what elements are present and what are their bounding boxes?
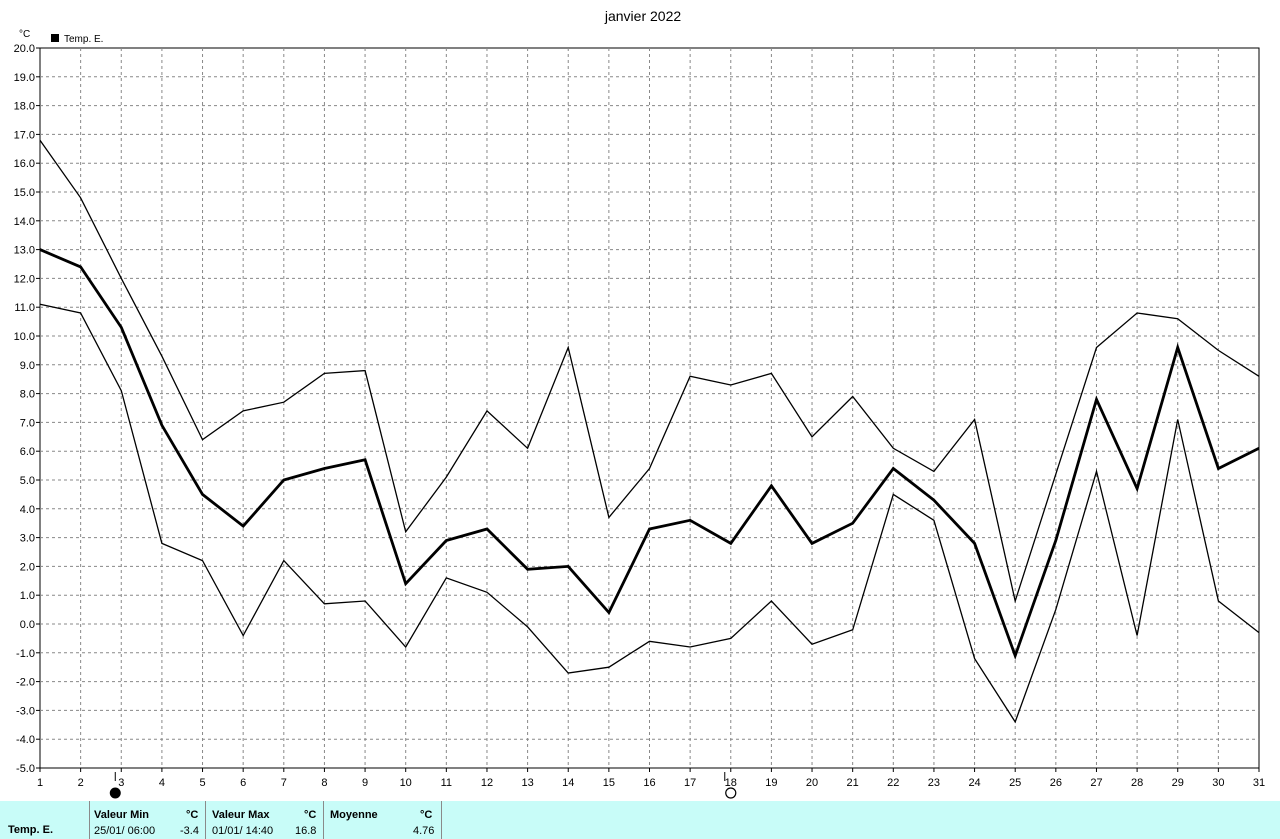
x-tick-label: 4 bbox=[159, 777, 165, 789]
y-tick-label: 4.0 bbox=[20, 504, 35, 516]
x-tick-label: 14 bbox=[562, 777, 574, 789]
y-tick-label: 6.0 bbox=[20, 446, 35, 458]
series-line bbox=[39, 139, 1260, 604]
legend-label: Temp. E. bbox=[64, 34, 103, 45]
min-unit: °C bbox=[186, 809, 199, 821]
x-tick-label: 7 bbox=[281, 777, 287, 789]
x-tick-label: 8 bbox=[321, 777, 327, 789]
x-tick-label: 18 bbox=[725, 777, 737, 789]
y-tick-label: 0.0 bbox=[20, 619, 35, 631]
y-tick-label: 20.0 bbox=[14, 43, 35, 55]
mean-value: 4.76 bbox=[413, 825, 435, 837]
series-line bbox=[39, 303, 1260, 724]
min-cell: Valeur Min °C 25/01/ 06:00 -3.4 bbox=[90, 801, 206, 839]
x-tick-label: 26 bbox=[1050, 777, 1062, 789]
mean-cell: Moyenne °C 4.76 bbox=[324, 801, 442, 839]
y-tick-label: 10.0 bbox=[14, 331, 35, 343]
x-tick-label: 22 bbox=[887, 777, 899, 789]
y-tick-label: 13.0 bbox=[14, 245, 35, 257]
chart-title: janvier 2022 bbox=[604, 8, 681, 24]
y-tick-label: 3.0 bbox=[20, 533, 35, 545]
y-tick-label: 17.0 bbox=[14, 129, 35, 141]
x-tick-label: 31 bbox=[1253, 777, 1265, 789]
min-label: Valeur Min bbox=[94, 809, 150, 821]
y-tick-label: 8.0 bbox=[20, 389, 35, 401]
x-tick-label: 12 bbox=[481, 777, 493, 789]
max-unit: °C bbox=[304, 809, 317, 821]
x-tick-label: 25 bbox=[1009, 777, 1021, 789]
legend-swatch bbox=[51, 34, 59, 42]
y-unit-label: °C bbox=[19, 29, 30, 40]
x-tick-label: 13 bbox=[521, 777, 533, 789]
y-tick-label: 16.0 bbox=[14, 158, 35, 170]
summary-table: Temp. E. Valeur Min °C 25/01/ 06:00 -3.4… bbox=[0, 801, 1280, 839]
series-line bbox=[39, 248, 1260, 660]
max-label: Valeur Max bbox=[212, 809, 270, 821]
y-tick-label: 18.0 bbox=[14, 101, 35, 113]
x-tick-label: 20 bbox=[806, 777, 818, 789]
max-cell: Valeur Max °C 01/01/ 14:40 16.8 bbox=[206, 801, 324, 839]
x-tick-label: 30 bbox=[1212, 777, 1224, 789]
x-tick-label: 16 bbox=[643, 777, 655, 789]
y-tick-label: 19.0 bbox=[14, 72, 35, 84]
y-tick-label: 7.0 bbox=[20, 417, 35, 429]
full-moon-icon bbox=[725, 787, 737, 799]
x-tick-label: 15 bbox=[603, 777, 615, 789]
x-tick-label: 2 bbox=[78, 777, 84, 789]
y-tick-label: 1.0 bbox=[20, 590, 35, 602]
summary-row-label: Temp. E. bbox=[8, 824, 54, 836]
max-value: 16.8 bbox=[295, 825, 317, 837]
x-tick-label: 29 bbox=[1172, 777, 1184, 789]
y-tick-label: -5.0 bbox=[16, 763, 35, 775]
y-tick-label: 14.0 bbox=[14, 216, 35, 228]
summary-row-header-cell: Temp. E. bbox=[0, 801, 90, 839]
max-date: 01/01/ 14:40 bbox=[212, 825, 274, 837]
x-tick-label: 17 bbox=[684, 777, 696, 789]
x-tick-label: 1 bbox=[37, 777, 43, 789]
y-tick-label: -2.0 bbox=[16, 677, 35, 689]
min-date: 25/01/ 06:00 bbox=[94, 825, 156, 837]
new-moon-icon bbox=[109, 787, 121, 799]
temperature-chart: -5.0 -4.0 -3.0 -2.0 -1.0 0.0 1.0 2.0 3.0 4.0 5.0 6.… bbox=[14, 8, 1265, 799]
y-tick-label: 11.0 bbox=[14, 302, 35, 314]
y-tick-label: 9.0 bbox=[20, 360, 35, 372]
y-tick-label: 2.0 bbox=[20, 561, 35, 573]
mean-label: Moyenne bbox=[330, 809, 378, 821]
mean-unit: °C bbox=[420, 809, 433, 821]
x-tick-label: 10 bbox=[400, 777, 412, 789]
y-tick-label: -1.0 bbox=[16, 648, 35, 660]
x-tick-label: 6 bbox=[240, 777, 246, 789]
x-tick-label: 28 bbox=[1131, 777, 1143, 789]
x-tick-label: 21 bbox=[847, 777, 859, 789]
min-value: -3.4 bbox=[180, 825, 199, 837]
x-tick-label: 23 bbox=[928, 777, 940, 789]
y-tick-label: 5.0 bbox=[20, 475, 35, 487]
x-tick-label: 27 bbox=[1090, 777, 1102, 789]
y-tick-label: 12.0 bbox=[14, 273, 35, 285]
x-tick-label: 9 bbox=[362, 777, 368, 789]
x-tick-label: 11 bbox=[441, 777, 452, 789]
x-tick-label: 24 bbox=[968, 777, 980, 789]
x-tick-label: 5 bbox=[199, 777, 205, 789]
x-tick-label: 3 bbox=[118, 777, 124, 789]
y-tick-label: -3.0 bbox=[16, 705, 35, 717]
x-tick-label: 19 bbox=[765, 777, 777, 789]
y-tick-label: 15.0 bbox=[14, 187, 35, 199]
y-tick-label: -4.0 bbox=[16, 734, 35, 746]
